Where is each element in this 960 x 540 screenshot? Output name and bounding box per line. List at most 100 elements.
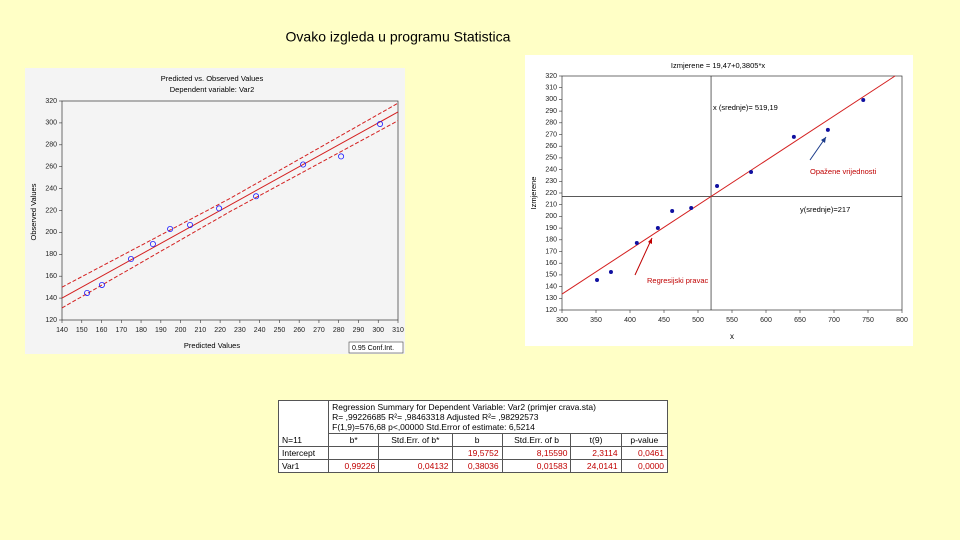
corner-cell: N=11 (277, 400, 330, 447)
data-point (300, 161, 307, 168)
table-cell: 0,38036 (451, 459, 503, 473)
x-tick-label: 700 (828, 317, 840, 324)
chart-panel (525, 55, 913, 346)
summary-line: F(1,9)=576,68 p<,00000 Std.Error of esti… (332, 422, 535, 432)
x-tick-label: 240 (254, 327, 266, 334)
x-tick-label: 450 (658, 317, 670, 324)
annotation: Regresijski pravac (647, 276, 709, 285)
y-tick-label: 160 (45, 273, 57, 280)
column-header: b* (328, 433, 380, 447)
y-tick-label: 280 (45, 142, 57, 149)
table-cell: 19,5752 (451, 446, 503, 460)
y-tick-label: 210 (545, 202, 557, 209)
n-label: N=11 (282, 435, 302, 445)
annotation: Opažene vrijednosti (810, 167, 877, 176)
y-axis-label: Izmjerene (529, 177, 538, 210)
x-tick-label: 190 (155, 327, 167, 334)
table-cell: 0,04132 (378, 459, 453, 473)
data-point (670, 209, 675, 214)
y-tick-label: 120 (545, 307, 557, 314)
data-point (608, 269, 613, 274)
table-cell: 0,01583 (501, 459, 572, 473)
y-tick-label: 150 (545, 272, 557, 279)
x-tick-label: 170 (115, 327, 127, 334)
x-tick-label: 140 (56, 327, 68, 334)
column-header: t(9) (570, 433, 622, 447)
table-row: b* Std.Err. of b* b Std.Err. of b t(9) p-valu… (279, 433, 669, 447)
legend-label: 0.95 Conf.Int. (352, 345, 394, 352)
arrow (634, 237, 653, 276)
table-cell: 8,15590 (501, 446, 572, 460)
summary-line: Regression Summary for Dependent Variabl… (332, 402, 596, 412)
legend-box (348, 341, 404, 354)
y-tick-label: 140 (45, 295, 57, 302)
x-axis-label: x (730, 332, 734, 341)
data-point (127, 256, 134, 263)
column-header: Std.Err. of b (501, 433, 572, 447)
data-point (595, 278, 600, 283)
arrow-head (821, 137, 826, 143)
x-tick-label: 280 (333, 327, 345, 334)
y-tick-label: 140 (545, 283, 557, 290)
row-label: Var1 (277, 459, 330, 473)
data-point (98, 281, 105, 288)
data-point (634, 240, 639, 245)
data-point (253, 193, 260, 200)
regression-line (561, 75, 896, 295)
x-tick-label: 150 (76, 327, 88, 334)
table-cell: 2,3114 (570, 446, 622, 460)
annotation: x (srednje)= 519,19 (713, 103, 778, 112)
data-point (377, 120, 384, 127)
x-tick-label: 200 (175, 327, 187, 334)
x-tick-label: 300 (372, 327, 384, 334)
summary-cell: Regression Summary for Dependent Variabl… (328, 400, 668, 434)
x-tick-label: 180 (135, 327, 147, 334)
regression-line (61, 111, 399, 299)
table-cell (328, 446, 380, 460)
data-point (689, 205, 694, 210)
x-tick-label: 220 (214, 327, 226, 334)
y-tick-label: 310 (545, 85, 557, 92)
confidence-band (61, 120, 399, 309)
table-row: Intercept 19,5752 8,15590 2,3114 0,0461 (277, 446, 669, 460)
chart-title: Izmjerene = 19,47+0,3805*x (671, 61, 765, 70)
arrow-head (648, 238, 652, 244)
chart-subtitle: Dependent variable: Var2 (170, 85, 255, 94)
y-tick-label: 190 (545, 225, 557, 232)
y-tick-label: 180 (545, 237, 557, 244)
column-header: p-value (620, 433, 669, 447)
data-point (861, 97, 866, 102)
x-tick-label: 350 (590, 317, 602, 324)
summary-line: R= ,99226685 R²= ,98463318 Adjusted R²= … (332, 412, 539, 422)
data-point (655, 225, 660, 230)
y-tick-label: 320 (45, 98, 57, 105)
x-tick-label: 250 (274, 327, 286, 334)
table-row: Var1 0,99226 0,04132 0,38036 0,01583 24,0141 0… (277, 459, 669, 473)
data-point (791, 134, 796, 139)
chart-panel (25, 68, 405, 354)
x-tick-label: 270 (313, 327, 325, 334)
y-tick-label: 240 (45, 185, 57, 192)
confidence-band (61, 102, 399, 288)
annotation: y(srednje)=217 (800, 205, 850, 214)
table-cell (378, 446, 453, 460)
data-point (338, 153, 345, 160)
x-tick-label: 400 (624, 317, 636, 324)
chart-title: Predicted vs. Observed Values (161, 74, 264, 83)
y-tick-label: 170 (545, 248, 557, 255)
data-point (84, 289, 91, 296)
y-tick-label: 280 (545, 120, 557, 127)
data-point (749, 169, 754, 174)
y-tick-label: 300 (45, 120, 57, 127)
data-point (167, 226, 174, 233)
y-tick-label: 160 (545, 260, 557, 267)
table-cell: 0,0461 (620, 446, 669, 460)
y-tick-label: 120 (45, 317, 57, 324)
y-tick-label: 320 (545, 73, 557, 80)
y-tick-label: 290 (545, 108, 557, 115)
y-tick-label: 240 (545, 166, 557, 173)
x-tick-label: 290 (353, 327, 365, 334)
y-tick-label: 200 (545, 213, 557, 220)
x-tick-label: 300 (556, 317, 568, 324)
